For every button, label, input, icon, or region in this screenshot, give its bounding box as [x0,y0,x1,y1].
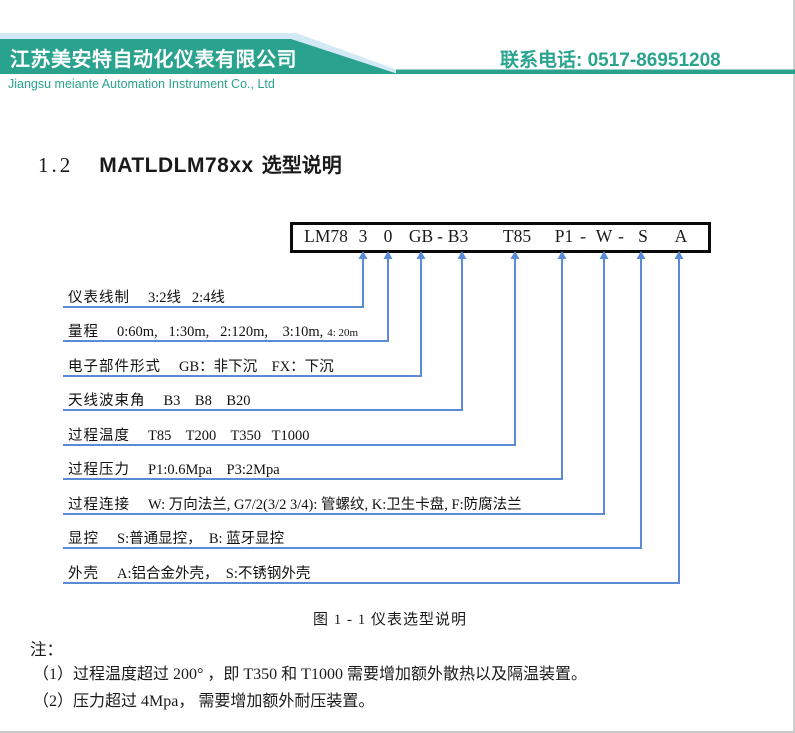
diagram-row-process-temp: 过程温度 T85 T200 T350 T1000 [68,424,310,445]
diagram-row-wire-system: 仪表线制 3:2线 2:4线 [68,286,225,307]
row-label: 显控 [68,531,99,547]
row-value: B3 B8 B20 [163,393,251,409]
code-segment: LM78 [304,226,348,246]
row-label: 电子部件形式 [68,359,161,375]
code-segment: B3 [447,226,469,246]
row-label: 天线波束角 [68,393,146,409]
note-item-2: （2）压力超过 4Mpa， 需要增加额外耐压装置。 [33,693,375,710]
section-title-zh: 选型说明 [261,155,342,177]
row-label: 过程压力 [68,462,130,478]
contact-phone: 联系电话: 0517-86951208 [500,50,721,71]
row-label: 仪表线制 [68,290,130,306]
figure-caption: 图 1 - 1 仪表选型说明 [313,612,467,628]
notes-heading: 注： [30,640,63,659]
diagram-row-range: 量程 0:60m, 1:30m, 2:120m, 3:10m, 4: 20m [68,320,358,341]
row-label: 量程 [68,324,99,340]
code-segment: S [638,226,648,246]
diagram-row-process-pressure: 过程压力 P1:0.6Mpa P3:2Mpa [68,458,280,479]
company-name-zh: 江苏美安特自动化仪表有限公司 [10,49,297,71]
code-segment: GB [408,226,434,246]
diagram-row-display: 显控 S:普通显控， B: 蓝牙显控 [68,527,284,548]
header-rule [396,69,795,74]
ribbon-green-shape [0,39,398,74]
code-segment: - [437,226,443,246]
row-value: 0:60m, 1:30m, 2:120m, 3:10m, [117,324,324,340]
row-value: 3:2线 2:4线 [148,290,225,306]
model-code-box [290,222,711,253]
note-item-1: （1）过程温度超过 200° ，即 T350 和 T1000 需要增加额外散热以… [33,666,587,683]
diagram-row-housing: 外壳 A:铝合金外壳， S:不锈钢外壳 [68,562,310,583]
code-segment: T85 [502,226,532,246]
code-segment: 3 [358,226,368,246]
row-label: 过程连接 [68,497,130,513]
section-number: 1.2 [38,153,74,177]
row-value: GB：非下沉 FX：下沉 [179,359,334,375]
code-segment: 0 [383,226,393,246]
company-name-en: Jiangsu meiante Automation Instrument Co… [8,77,275,91]
code-segment: - [618,226,624,246]
row-label: 过程温度 [68,428,130,444]
code-segment: P1 [554,226,574,246]
row-value: P1:0.6Mpa P3:2Mpa [148,462,280,478]
row-value: A:铝合金外壳， S:不锈钢外壳 [117,566,311,582]
diagram-row-beam-angle: 天线波束角 B3 B8 B20 [68,389,251,410]
diagram-row-electronics: 电子部件形式 GB：非下沉 FX：下沉 [68,355,334,376]
header-ribbon [0,33,795,74]
section-model: MATLDLM78xx [99,154,254,177]
row-label: 外壳 [68,566,99,582]
section-heading: 1.2 MATLDLM78xx 选型说明 [38,149,342,178]
code-segment: A [674,226,688,246]
row-value: T85 T200 T350 T1000 [148,428,310,444]
code-segment: W [595,226,613,246]
row-value: S:普通显控， B: 蓝牙显控 [117,531,285,547]
diagram-row-process-conn: 过程连接 W: 万向法兰, G7/2(3/2 3/4): 管螺纹, K:卫生卡盘,… [68,493,522,514]
code-segment: - [580,226,586,246]
row-value: W: 万向法兰, G7/2(3/2 3/4): 管螺纹, K:卫生卡盘, F:防… [148,497,522,513]
row-value-small: 4: 20m [327,327,359,339]
